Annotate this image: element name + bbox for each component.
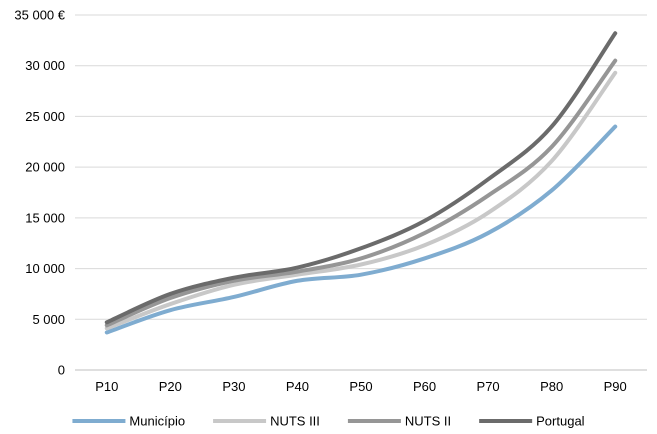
grid-layer [75,14,647,320]
axis-layer: 0 5 000 10 000 15 000 20 000 25 000 30 000 35 0… [14,8,647,394]
x-tick-label: P70 [477,379,500,394]
y-tick-label: 0 [58,363,65,378]
legend-label-portugal: Portugal [536,414,585,429]
series-line-nuts-ii [104,58,618,328]
x-tick-label: P50 [349,379,372,394]
y-tick-label: 25 000 [25,109,65,124]
legend-label-munic-pio: Município [129,414,185,429]
y-tick-label: 15 000 [25,210,65,225]
series-line-nuts-iii [104,70,618,331]
series-line-portugal [104,31,618,325]
x-tick-label: P10 [95,379,118,394]
x-tick-label: P60 [413,379,436,394]
series-line-munic-pio [104,124,618,335]
series-layer [104,31,618,335]
legend-label-nuts-iii: NUTS III [270,414,320,429]
legend-label-nuts-ii: NUTS II [405,414,451,429]
x-tick-label: P20 [159,379,182,394]
y-tick-label: 20 000 [25,160,65,175]
x-tick-label: P90 [604,379,627,394]
x-tick-label: P30 [222,379,245,394]
y-tick-label: 10 000 [25,261,65,276]
x-tick-label: P80 [540,379,563,394]
legend: Município NUTS III NUTS II Portugal [72,414,585,429]
y-tick-label: 5 000 [32,312,65,327]
x-tick-label: P40 [286,379,309,394]
y-tick-label: 35 000 € [14,8,65,23]
y-tick-label: 30 000 [25,58,65,73]
